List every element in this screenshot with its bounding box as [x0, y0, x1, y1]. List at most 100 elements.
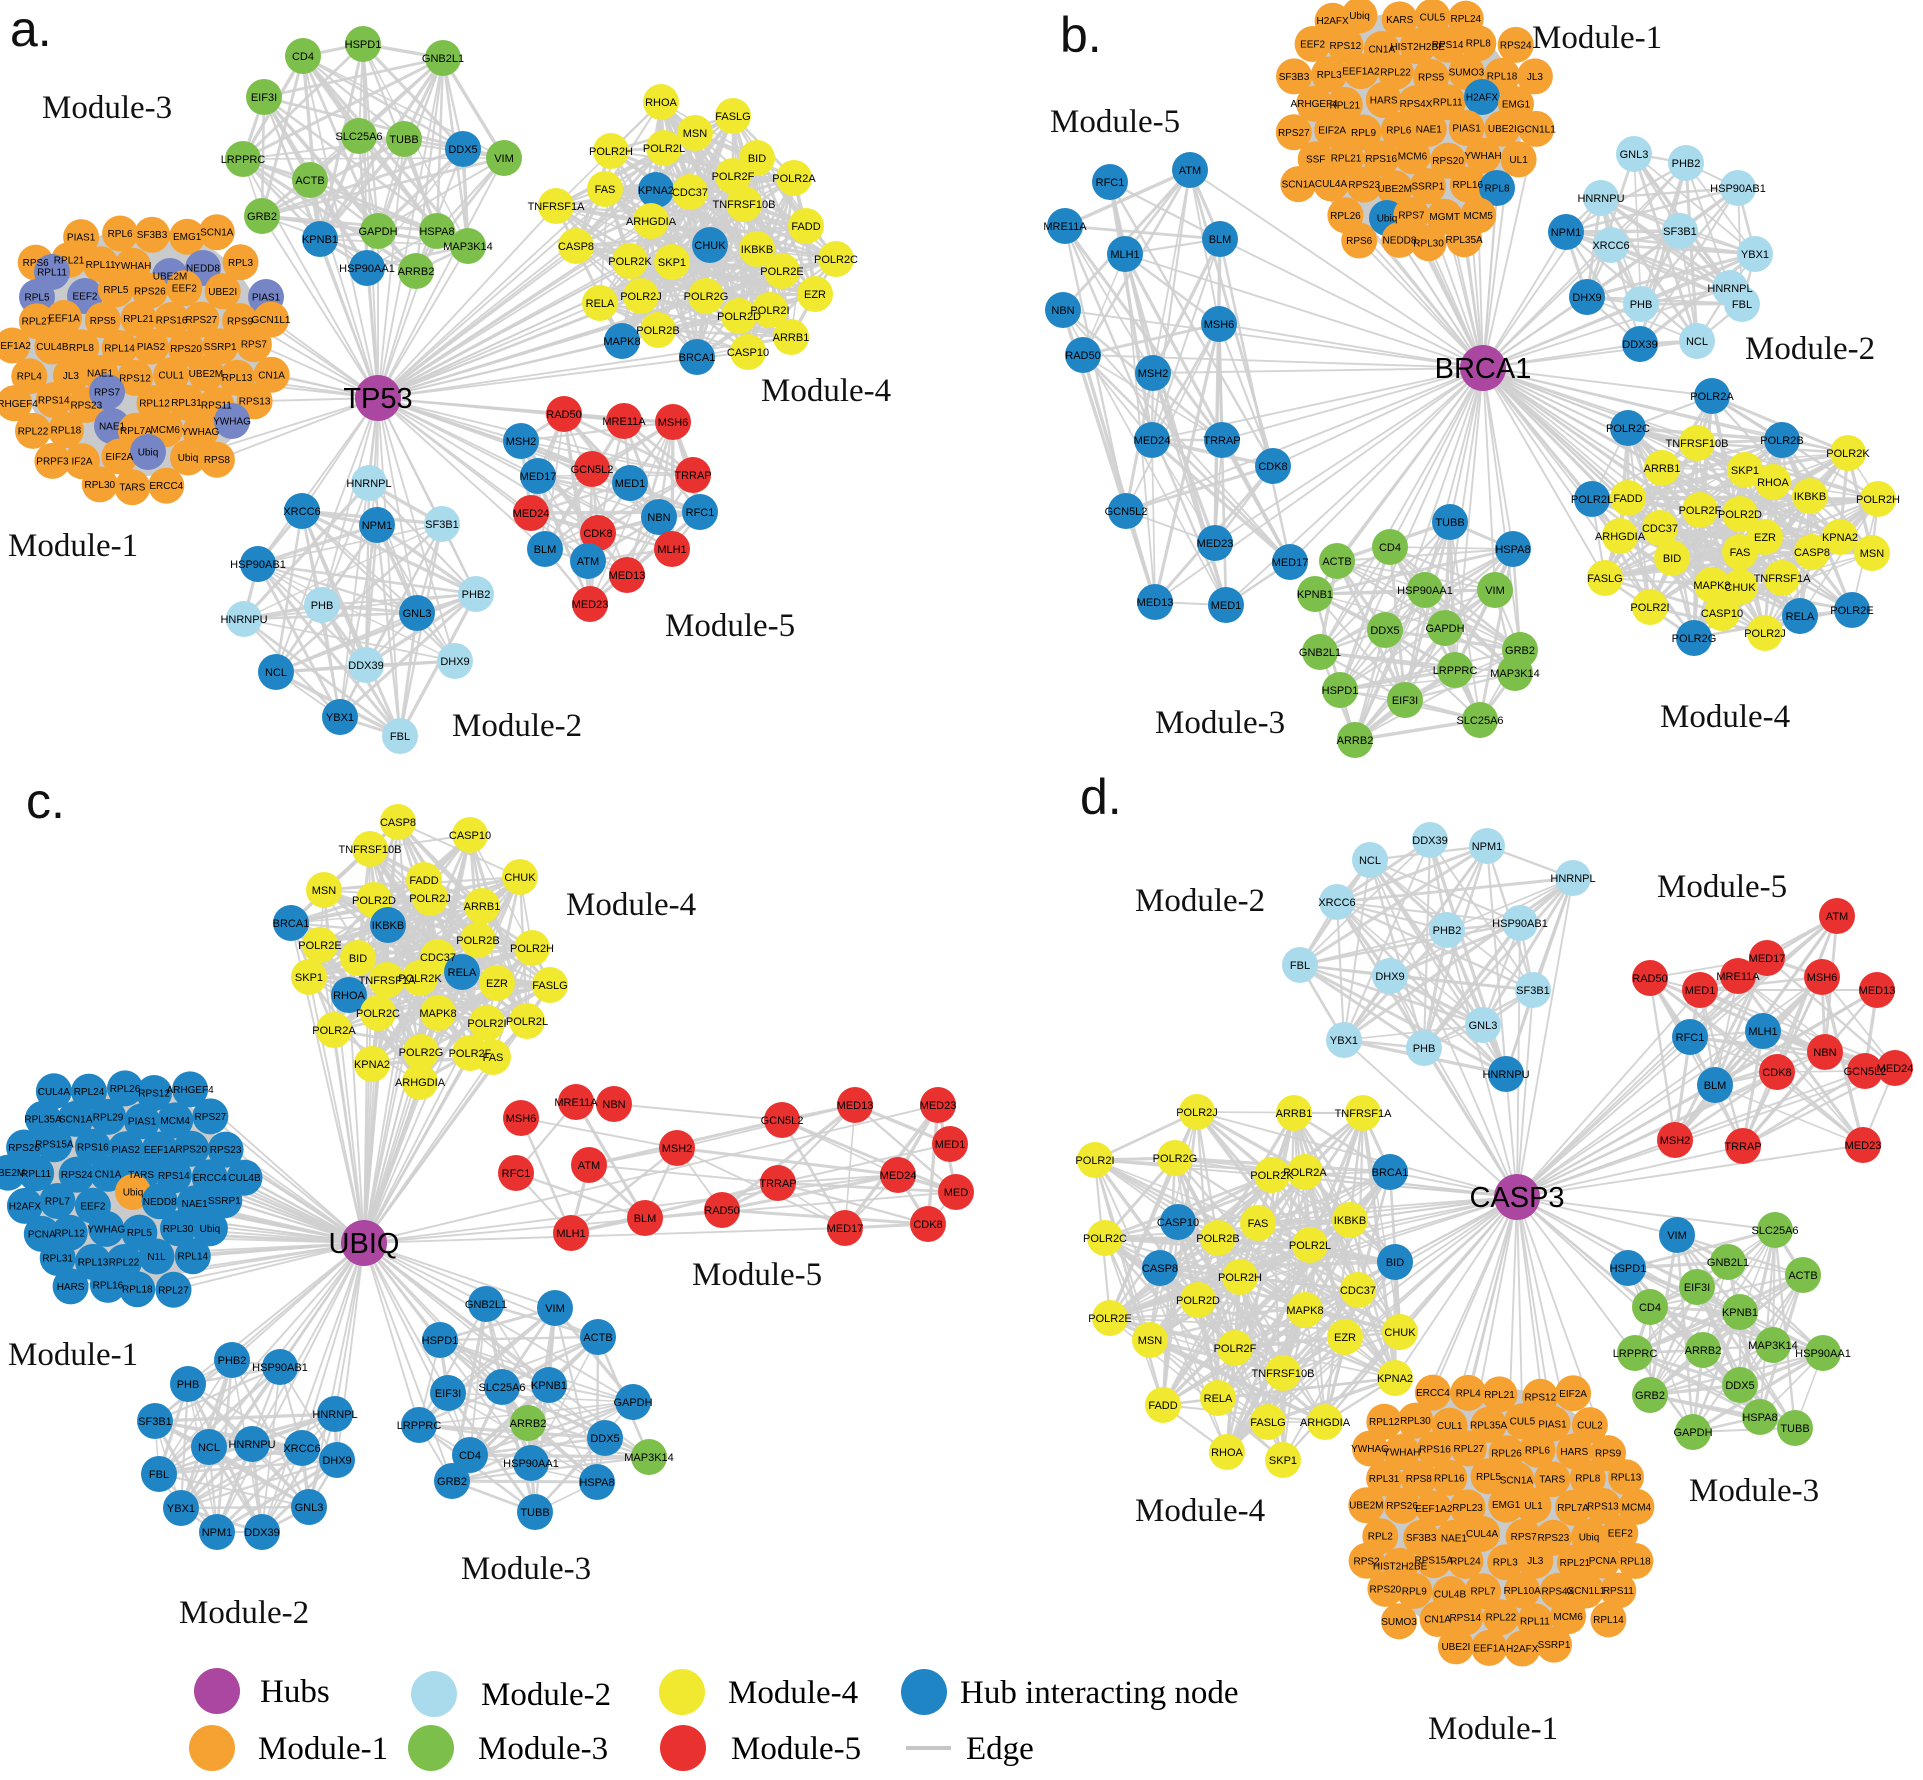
svg-text:DDX39: DDX39 [1622, 339, 1657, 351]
svg-text:RPL30: RPL30 [163, 1224, 194, 1235]
svg-text:TP53: TP53 [343, 383, 412, 415]
svg-text:b.: b. [1060, 7, 1102, 63]
svg-text:POLR2G: POLR2G [399, 1047, 444, 1059]
svg-text:EIF2A: EIF2A [106, 452, 134, 463]
svg-text:FAS: FAS [483, 1052, 504, 1064]
svg-text:CDC37: CDC37 [672, 187, 708, 199]
svg-text:SF3B3: SF3B3 [1406, 1533, 1437, 1544]
svg-text:LRPPRC: LRPPRC [221, 154, 266, 166]
svg-text:NAE1: NAE1 [1416, 124, 1443, 135]
svg-text:NCL: NCL [265, 667, 287, 679]
svg-text:MCM4: MCM4 [1622, 1502, 1652, 1513]
svg-text:ARHGDIA: ARHGDIA [1300, 1417, 1351, 1429]
svg-text:RPL16: RPL16 [93, 1280, 124, 1291]
svg-text:MSH6: MSH6 [1807, 972, 1838, 984]
svg-text:HSPA8: HSPA8 [419, 226, 454, 238]
svg-text:RPS14: RPS14 [1432, 40, 1464, 51]
svg-text:RAD50: RAD50 [546, 409, 581, 421]
svg-text:RPL5: RPL5 [24, 293, 49, 304]
svg-text:NCL: NCL [198, 1442, 220, 1454]
svg-text:HSPD1: HSPD1 [345, 39, 382, 51]
svg-text:PIAS1: PIAS1 [1452, 124, 1481, 135]
svg-text:POLR2D: POLR2D [352, 895, 396, 907]
svg-text:MSN: MSN [1138, 1335, 1163, 1347]
svg-text:HNRNPL: HNRNPL [1707, 283, 1752, 295]
svg-text:BRCA1: BRCA1 [273, 918, 310, 930]
svg-text:MED24: MED24 [513, 508, 550, 520]
svg-text:DDX5: DDX5 [590, 1433, 619, 1445]
svg-text:CASP8: CASP8 [1794, 547, 1830, 559]
svg-text:POLR2J: POLR2J [409, 893, 451, 905]
svg-text:XRCC6: XRCC6 [1318, 897, 1355, 909]
svg-text:HARS: HARS [1560, 1447, 1588, 1458]
svg-text:RPL30: RPL30 [1400, 1416, 1431, 1427]
svg-text:POLR2A: POLR2A [772, 173, 816, 185]
svg-text:H2AFX: H2AFX [9, 1201, 42, 1212]
svg-text:POLR2I: POLR2I [467, 1018, 506, 1030]
svg-text:SKP1: SKP1 [1731, 465, 1759, 477]
svg-text:CN1A: CN1A [1368, 45, 1395, 56]
svg-text:NAE1: NAE1 [87, 369, 114, 380]
svg-text:RPL11: RPL11 [1520, 1617, 1550, 1628]
svg-text:NEDD8: NEDD8 [186, 264, 220, 275]
svg-text:ARRB2: ARRB2 [1685, 1345, 1722, 1357]
svg-text:MCM5: MCM5 [1463, 211, 1493, 222]
svg-text:RPL21: RPL21 [54, 256, 85, 267]
svg-text:MED: MED [944, 1187, 969, 1199]
svg-text:RFC1: RFC1 [686, 507, 715, 519]
svg-text:Module-5: Module-5 [1657, 869, 1787, 905]
svg-text:HSP90AB1: HSP90AB1 [230, 559, 286, 571]
svg-text:RHOA: RHOA [645, 97, 677, 109]
svg-text:RPS13: RPS13 [1587, 1502, 1619, 1513]
svg-text:Hubs: Hubs [260, 1674, 330, 1710]
svg-text:CUL4B: CUL4B [228, 1173, 261, 1184]
svg-text:RPS8: RPS8 [1406, 1474, 1433, 1485]
svg-text:POLR2B: POLR2B [1196, 1233, 1239, 1245]
svg-text:POLR2G: POLR2G [1672, 633, 1717, 645]
svg-text:ACTB: ACTB [1788, 1270, 1817, 1282]
svg-text:NPM1: NPM1 [1472, 841, 1503, 853]
svg-text:EIF3I: EIF3I [1392, 695, 1418, 707]
svg-text:RPS23: RPS23 [1537, 1533, 1569, 1544]
svg-text:RPL2: RPL2 [1368, 1532, 1393, 1543]
svg-text:RPS27: RPS27 [1278, 128, 1310, 139]
svg-text:EEF1A2: EEF1A2 [1415, 1504, 1453, 1515]
svg-text:EEF2: EEF2 [1300, 40, 1325, 51]
svg-text:TUBB: TUBB [520, 1507, 549, 1519]
svg-text:RPL18: RPL18 [122, 1285, 153, 1296]
svg-text:RPL18: RPL18 [1620, 1557, 1651, 1568]
svg-text:RPL31: RPL31 [42, 1254, 73, 1265]
svg-text:MSH2: MSH2 [1660, 1135, 1691, 1147]
svg-text:PHB2: PHB2 [1672, 158, 1701, 170]
svg-text:POLR2C: POLR2C [814, 254, 858, 266]
svg-text:UL1: UL1 [1524, 1501, 1543, 1512]
svg-text:NAE1: NAE1 [1441, 1533, 1468, 1544]
svg-text:POLR2F: POLR2F [1214, 1343, 1257, 1355]
svg-text:BID: BID [1663, 553, 1681, 565]
svg-text:MED17: MED17 [1272, 557, 1309, 569]
svg-text:RPL8: RPL8 [69, 343, 94, 354]
svg-text:Module-4: Module-4 [761, 373, 891, 409]
svg-text:CASP8: CASP8 [1142, 1263, 1178, 1275]
svg-text:YBX1: YBX1 [1741, 249, 1769, 261]
svg-text:EEF2: EEF2 [172, 284, 197, 295]
svg-text:NBN: NBN [1051, 305, 1074, 317]
svg-text:ARRB2: ARRB2 [510, 1418, 547, 1430]
svg-text:ATM: ATM [577, 556, 599, 568]
svg-text:RPS15A: RPS15A [35, 1140, 74, 1151]
svg-text:GNL3: GNL3 [1620, 149, 1649, 161]
svg-text:SUMO3: SUMO3 [1449, 68, 1485, 79]
svg-text:TNFRSF10B: TNFRSF10B [1252, 1368, 1315, 1380]
svg-text:RPS27: RPS27 [186, 315, 218, 326]
svg-text:ARRB1: ARRB1 [773, 332, 810, 344]
svg-text:RHOA: RHOA [1757, 477, 1789, 489]
svg-text:RPS14: RPS14 [1449, 1613, 1481, 1624]
svg-text:RPL7A: RPL7A [1557, 1503, 1589, 1514]
svg-text:RPL11: RPL11 [37, 268, 67, 279]
svg-text:RPS24: RPS24 [61, 1170, 93, 1181]
svg-text:RPL26: RPL26 [1330, 211, 1361, 222]
svg-text:POLR2B: POLR2B [1760, 435, 1803, 447]
svg-text:POLR2E: POLR2E [298, 940, 341, 952]
svg-text:RPL31: RPL31 [1369, 1474, 1400, 1485]
svg-text:RPS23: RPS23 [70, 400, 102, 411]
